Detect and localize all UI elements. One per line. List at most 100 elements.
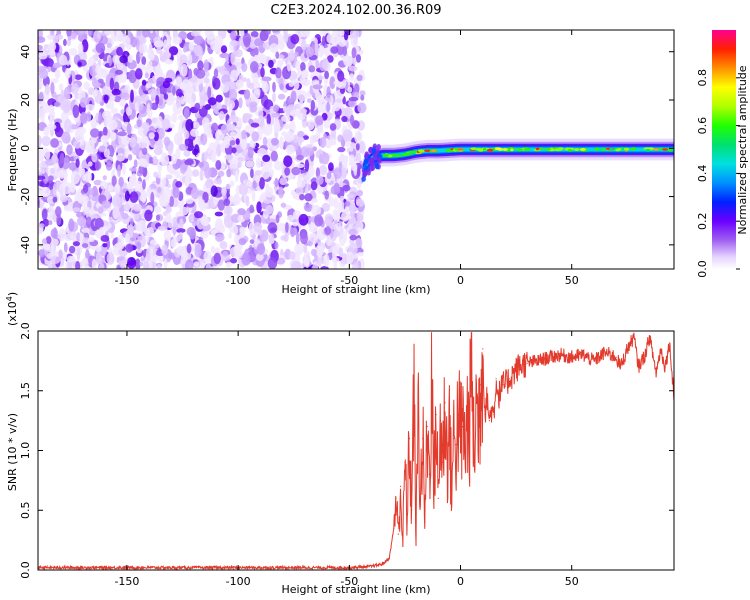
noise-blob bbox=[229, 246, 239, 257]
noise-blob bbox=[155, 214, 161, 221]
noise-blob bbox=[99, 35, 108, 45]
snr-panel: -150 -100 -50 0 50 0.0 0.5 1.0 1.5 2.0 Height of… bbox=[5, 292, 675, 596]
noise-blob bbox=[351, 163, 358, 172]
noise-blob bbox=[214, 247, 221, 255]
noise-blob bbox=[304, 159, 310, 172]
noise-blob bbox=[136, 30, 142, 37]
noise-blob bbox=[324, 213, 334, 224]
noise-blob bbox=[205, 178, 215, 190]
noise-blob bbox=[176, 235, 181, 242]
noise-blob bbox=[146, 82, 152, 89]
noise-blob bbox=[144, 209, 153, 222]
noise-blob bbox=[76, 192, 84, 204]
noise-blob bbox=[350, 37, 358, 47]
noise-blob bbox=[231, 195, 241, 206]
noise-blob bbox=[158, 194, 165, 207]
noise-blob bbox=[310, 99, 315, 112]
noise-blob bbox=[176, 228, 186, 234]
noise-blob bbox=[41, 135, 51, 147]
noise-blob bbox=[319, 153, 323, 164]
noise-blob bbox=[360, 94, 365, 101]
noise-blob bbox=[162, 187, 172, 200]
noise-blob bbox=[295, 232, 300, 245]
signal-core-blob bbox=[510, 148, 514, 152]
noise-blob bbox=[149, 30, 154, 34]
noise-blob bbox=[265, 204, 274, 215]
noise-blob bbox=[108, 119, 118, 130]
noise-blob bbox=[206, 187, 212, 194]
noise-blob bbox=[70, 170, 81, 185]
noise-blob bbox=[257, 115, 265, 128]
noise-blob bbox=[213, 68, 219, 78]
snr-point bbox=[626, 348, 628, 350]
noise-blob bbox=[273, 122, 281, 133]
noise-blob bbox=[193, 261, 200, 268]
noise-blob bbox=[218, 111, 225, 121]
noise-blob bbox=[66, 38, 71, 47]
noise-blob bbox=[311, 265, 318, 269]
noise-blob bbox=[85, 104, 95, 111]
snr-point bbox=[620, 366, 622, 368]
snr-x-axis-label: Height of straight line (km) bbox=[281, 583, 430, 596]
noise-blob bbox=[312, 84, 323, 90]
noise-blob bbox=[178, 114, 184, 120]
noise-blob bbox=[204, 77, 210, 84]
signal-core-blob bbox=[629, 147, 637, 151]
noise-blob bbox=[160, 154, 170, 166]
noise-blob bbox=[272, 81, 276, 93]
noise-blob bbox=[242, 77, 248, 82]
noise-blob bbox=[290, 34, 300, 45]
noise-blob bbox=[79, 97, 87, 108]
noise-blob bbox=[85, 216, 92, 228]
noise-blob bbox=[249, 139, 256, 149]
noise-blob bbox=[349, 234, 358, 241]
noise-blob bbox=[46, 123, 57, 131]
noise-blob bbox=[238, 182, 248, 196]
noise-blob bbox=[71, 83, 79, 95]
noise-blob bbox=[89, 128, 100, 138]
noise-blob bbox=[48, 42, 57, 52]
noise-blob bbox=[72, 104, 80, 119]
noise-blob bbox=[181, 263, 186, 269]
noise-blob bbox=[292, 222, 299, 227]
noise-blob bbox=[290, 260, 301, 269]
noise-blob bbox=[281, 115, 291, 123]
snr-point bbox=[382, 563, 384, 565]
noise-blob bbox=[266, 113, 271, 126]
noise-blob bbox=[200, 133, 208, 146]
noise-blob bbox=[344, 205, 350, 215]
noise-blob bbox=[190, 128, 199, 137]
y-tick-label: -20 bbox=[19, 188, 32, 206]
noise-blob bbox=[95, 42, 106, 54]
noise-blob bbox=[42, 172, 49, 185]
noise-blob bbox=[307, 240, 313, 247]
noise-blob bbox=[326, 101, 330, 113]
noise-blob bbox=[200, 199, 205, 205]
noise-blob bbox=[283, 233, 289, 242]
noise-blob bbox=[358, 140, 366, 154]
noise-blob bbox=[317, 246, 323, 258]
noise-blob bbox=[190, 30, 199, 37]
noise-blob bbox=[262, 154, 271, 162]
snr-point bbox=[482, 348, 484, 350]
noise-blob bbox=[193, 35, 204, 45]
noise-blob bbox=[117, 164, 121, 178]
noise-blob bbox=[146, 103, 151, 116]
snr-point bbox=[404, 461, 406, 463]
signal-core-blob bbox=[411, 150, 418, 154]
noise-blob bbox=[142, 179, 146, 190]
noise-blob bbox=[315, 59, 320, 69]
noise-blob bbox=[59, 194, 68, 203]
noise-blob bbox=[315, 91, 322, 101]
noise-blob bbox=[185, 198, 194, 205]
snr-point bbox=[499, 390, 502, 392]
noise-blob bbox=[114, 183, 121, 194]
snr-point bbox=[446, 461, 448, 463]
noise-blob bbox=[311, 204, 321, 217]
noise-blob bbox=[215, 94, 223, 103]
noise-blob bbox=[98, 111, 102, 125]
x-tick-label: 0 bbox=[457, 274, 464, 287]
noise-blob bbox=[112, 54, 123, 64]
signal-core-blob bbox=[623, 147, 630, 151]
noise-blob bbox=[186, 53, 193, 67]
